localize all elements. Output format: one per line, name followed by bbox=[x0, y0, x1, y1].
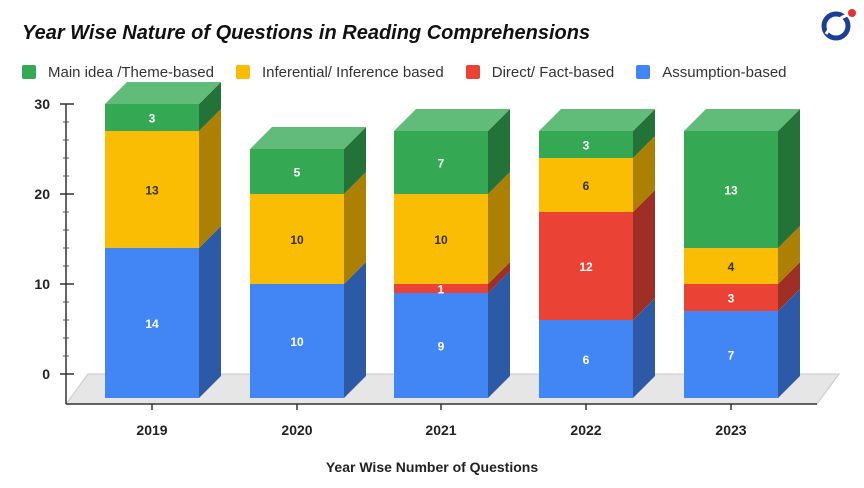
legend-item-assumption: Assumption-based bbox=[636, 63, 787, 81]
bar-data-label: 6 bbox=[583, 179, 590, 193]
bar-data-label: 14 bbox=[145, 317, 159, 331]
bar-data-label: 10 bbox=[290, 233, 304, 247]
x-tick-label: 2019 bbox=[136, 422, 167, 438]
legend-swatch bbox=[465, 65, 480, 79]
bar-data-label: 3 bbox=[149, 112, 156, 126]
bar-data-label: 13 bbox=[145, 184, 159, 198]
bar-segment-side bbox=[778, 109, 800, 248]
x-axis-title: Year Wise Number of Questions bbox=[325, 459, 539, 475]
legend-label: Inferential/ Inference based bbox=[261, 63, 444, 81]
legend-label: Direct/ Fact-based bbox=[491, 63, 615, 81]
bar-top-face bbox=[105, 82, 221, 104]
bar-segment bbox=[394, 194, 488, 284]
legend-label: Main idea /Theme-based bbox=[48, 63, 214, 81]
bar-data-label: 7 bbox=[728, 349, 735, 363]
legend-item-direct: Direct/ Fact-based bbox=[465, 63, 615, 81]
y-tick-label: 0 bbox=[42, 366, 50, 382]
y-tick-label: 20 bbox=[34, 186, 50, 202]
legend-item-inferential: Inferential/ Inference based bbox=[235, 63, 444, 81]
bar-segment-side bbox=[488, 172, 510, 284]
bar-data-label: 4 bbox=[728, 260, 735, 274]
bar-top-face bbox=[539, 109, 655, 131]
chart-title: Year Wise Nature of Questions in Reading… bbox=[22, 22, 591, 44]
bar-segment-side bbox=[778, 289, 800, 398]
bar-segment-side bbox=[344, 262, 366, 398]
legend-swatch bbox=[636, 65, 651, 79]
bar-segment-side bbox=[633, 190, 655, 320]
bar-data-label: 13 bbox=[724, 184, 738, 198]
bar-segment bbox=[105, 248, 199, 398]
legend-swatch bbox=[235, 65, 250, 79]
bar-segment-side bbox=[633, 109, 655, 158]
x-tick-label: 2020 bbox=[281, 422, 312, 438]
bar-data-label: 3 bbox=[583, 139, 590, 153]
bar-segment-side bbox=[778, 262, 800, 311]
legend-swatch bbox=[22, 65, 36, 79]
bar-segment bbox=[539, 320, 633, 398]
bar-segment-side bbox=[488, 271, 510, 398]
bar-data-label: 10 bbox=[434, 233, 448, 247]
brand-logo-icon bbox=[821, 9, 856, 41]
y-tick-label: 30 bbox=[34, 96, 50, 112]
bar-segment-side bbox=[633, 298, 655, 398]
bar-data-label: 12 bbox=[579, 260, 593, 274]
bar-segment bbox=[105, 131, 199, 248]
bar-segment-side bbox=[488, 262, 510, 293]
bar-segment bbox=[250, 149, 344, 194]
chart-legend: Main idea /Theme-based Inferential/ Infe… bbox=[22, 62, 809, 82]
bar-data-label: 7 bbox=[438, 157, 445, 171]
bar-segment-side bbox=[344, 127, 366, 194]
bar-segment-side bbox=[199, 226, 221, 398]
bar-data-label: 1 bbox=[438, 283, 445, 297]
bar-data-label: 5 bbox=[294, 166, 301, 180]
bar-segment bbox=[539, 158, 633, 212]
bar-segment-side bbox=[488, 109, 510, 194]
bar-segment-side bbox=[633, 136, 655, 212]
bar-top-face bbox=[250, 127, 366, 149]
bar-segment-side bbox=[778, 226, 800, 284]
bar-segment bbox=[684, 311, 778, 398]
y-tick-label: 10 bbox=[34, 276, 50, 292]
bar-data-label: 9 bbox=[438, 340, 445, 354]
legend-label: Assumption-based bbox=[662, 63, 787, 81]
x-tick-label: 2023 bbox=[715, 422, 746, 438]
bar-segment-side bbox=[199, 82, 221, 131]
bar-segment bbox=[539, 212, 633, 320]
bar-data-label: 6 bbox=[583, 353, 590, 367]
bar-segment bbox=[394, 131, 488, 194]
x-tick-label: 2021 bbox=[425, 422, 456, 438]
bar-segment bbox=[394, 293, 488, 398]
bar-segment-side bbox=[199, 109, 221, 248]
bar-segment bbox=[684, 248, 778, 284]
bar-top-face bbox=[394, 109, 510, 131]
bar-segment bbox=[684, 131, 778, 248]
legend-item-main-idea: Main idea /Theme-based bbox=[22, 64, 214, 81]
bar-data-label: 3 bbox=[728, 292, 735, 306]
x-tick-label: 2022 bbox=[570, 422, 601, 438]
bar-segment bbox=[105, 104, 199, 131]
bar-segment-side bbox=[344, 172, 366, 284]
bar-data-label: 10 bbox=[290, 335, 304, 349]
bar-segment bbox=[250, 194, 344, 284]
bar-segment bbox=[539, 131, 633, 158]
bar-top-face bbox=[684, 109, 800, 131]
bar-segment bbox=[394, 284, 488, 293]
bar-segment bbox=[250, 284, 344, 398]
bar-segment bbox=[684, 284, 778, 311]
